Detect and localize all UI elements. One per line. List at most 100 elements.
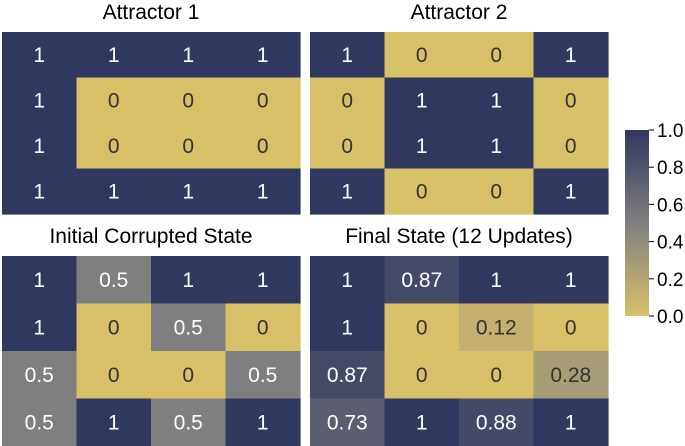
cell-label: 0.5 (25, 364, 54, 387)
heatmap-cell (76, 256, 152, 305)
cell-label: 0.5 (99, 269, 128, 292)
cell-label: 0 (416, 364, 428, 387)
heatmap-cell (459, 168, 535, 215)
heatmap-cell (459, 351, 535, 400)
heatmap-cell (459, 398, 535, 446)
cell-label: 0 (257, 135, 269, 158)
heatmap-cell (310, 32, 386, 79)
cell-label: 1 (416, 411, 428, 434)
cell-label: 0 (490, 44, 502, 67)
heatmap-cell (151, 77, 227, 124)
heatmap-cell (533, 351, 609, 400)
colorbar: 0.0 0.2 0.4 0.6 0.8 1.0 (625, 121, 684, 328)
panel-title: Attractor 2 (411, 1, 508, 24)
cell-label: 1 (565, 411, 577, 434)
cell-label: 0 (565, 135, 577, 158)
heatmap-cell (533, 398, 609, 446)
heatmap-cell (384, 256, 460, 305)
cell-label: 0.5 (174, 316, 203, 339)
cell-label: 0 (108, 89, 120, 112)
heatmap-cell (533, 32, 609, 79)
heatmap-cell (2, 123, 78, 170)
panel-title: Initial Corrupted State (49, 225, 252, 248)
cell-label: 1 (33, 316, 45, 339)
cell-label: 0.5 (25, 411, 54, 434)
cell-label: 1 (416, 135, 428, 158)
cell-label: 0.28 (550, 364, 591, 387)
heatmap-cell (225, 32, 301, 79)
cell-label: 0 (490, 364, 502, 387)
cell-label: 0 (182, 89, 194, 112)
cell-label: 1 (182, 44, 194, 67)
heatmap-cell (225, 351, 301, 400)
cell-label: 0.88 (476, 411, 517, 434)
cell-label: 1 (341, 269, 353, 292)
cell-label: 1 (565, 44, 577, 67)
cell-label: 1 (341, 180, 353, 203)
cell-label: 1 (33, 89, 45, 112)
heatmap-cell (151, 398, 227, 446)
colorbar-tick-label: 1.0 (657, 121, 683, 142)
heatmap-cell (2, 32, 78, 79)
heatmap-cell (151, 123, 227, 170)
cell-label: 0.5 (174, 411, 203, 434)
heatmap-cell (225, 398, 301, 446)
cell-label: 1 (182, 180, 194, 203)
heatmap-cell (2, 398, 78, 446)
panel-title: Final State (12 Updates) (345, 225, 573, 248)
heatmap-cell (310, 123, 386, 170)
cell-label: 1 (108, 44, 120, 67)
heatmap-cell (2, 303, 78, 352)
cell-label: 1 (33, 44, 45, 67)
cell-label: 0.87 (401, 269, 442, 292)
cell-label: 1 (341, 316, 353, 339)
cell-label: 0 (108, 135, 120, 158)
heatmap-cell (151, 32, 227, 79)
colorbar-tick-label: 0.2 (657, 270, 683, 291)
cell-label: 0 (490, 180, 502, 203)
heatmap-cell (310, 168, 386, 215)
heatmap-cell (459, 256, 535, 305)
heatmap-cell (384, 351, 460, 400)
heatmap-cell (151, 351, 227, 400)
cell-label: 0 (416, 180, 428, 203)
heatmap-panel-2: Attractor 2 1 0 0 1 0 1 1 0 0 1 1 0 1 0 0 1 (310, 1, 609, 215)
cell-label: 0 (416, 44, 428, 67)
colorbar-tick-label: 0.6 (657, 195, 683, 216)
heatmap-cell (225, 256, 301, 305)
heatmap-cell (459, 77, 535, 124)
heatmap-cell (310, 398, 386, 446)
heatmap-cell (384, 398, 460, 446)
cell-label: 0 (257, 89, 269, 112)
heatmap-cell (76, 168, 152, 215)
heatmap-cell (384, 77, 460, 124)
heatmap-cell (151, 168, 227, 215)
heatmap-cell (533, 123, 609, 170)
heatmap-cell (310, 77, 386, 124)
cell-label: 1 (416, 89, 428, 112)
cell-label: 1 (257, 180, 269, 203)
cell-label: 0.5 (248, 364, 277, 387)
cell-label: 0.87 (327, 364, 368, 387)
heatmap-cell (2, 351, 78, 400)
cell-label: 0 (565, 316, 577, 339)
cell-label: 0 (108, 364, 120, 387)
cell-label: 0 (341, 89, 353, 112)
cell-label: 0 (182, 364, 194, 387)
heatmap-cell (459, 32, 535, 79)
cell-label: 0.73 (327, 411, 368, 434)
cell-label: 1 (33, 269, 45, 292)
heatmap-cell (533, 303, 609, 352)
cell-label: 0 (416, 316, 428, 339)
cell-label: 1 (490, 89, 502, 112)
cell-label: 0 (341, 135, 353, 158)
cell-label: 1 (182, 269, 194, 292)
heatmap-panel-4: Final State (12 Updates) 1 0.87 1 1 1 0 0.12 0 0.… (310, 225, 609, 446)
panel-title: Attractor 1 (103, 1, 200, 24)
cell-label: 1 (108, 411, 120, 434)
heatmap-cell (225, 168, 301, 215)
cell-label: 0 (565, 89, 577, 112)
heatmap-cell (76, 77, 152, 124)
